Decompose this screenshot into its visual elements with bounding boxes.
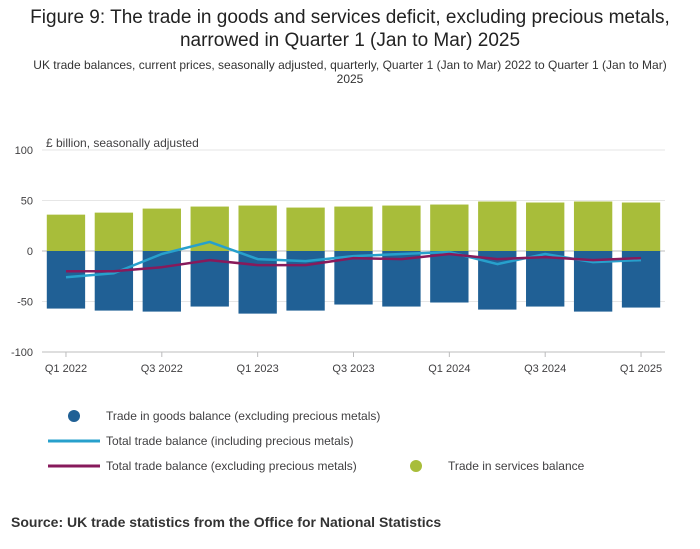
series-line <box>65 240 642 279</box>
bar <box>142 251 181 312</box>
series-line <box>66 252 642 273</box>
x-tick-label: Q1 2025 <box>620 363 662 375</box>
bar <box>526 251 565 307</box>
chart-subtitle: UK trade balances, current prices, seaso… <box>33 58 667 86</box>
x-tick-label: Q1 2024 <box>428 363 470 375</box>
bar <box>94 251 134 311</box>
x-tick-label: Q1 2023 <box>237 363 279 375</box>
bar <box>334 206 373 251</box>
bar <box>46 251 86 309</box>
bar <box>238 251 277 314</box>
x-axis-ticks: Q1 2022 Q3 2022 Q1 2023 Q3 2023 Q1 2024 Q3 20… <box>42 351 665 375</box>
legend: Trade in goods balance (excluding precio… <box>48 409 585 473</box>
y-axis-label: £ billion, seasonally adjusted <box>46 136 199 150</box>
bar <box>430 204 469 251</box>
bar <box>190 206 229 251</box>
bar <box>46 214 86 251</box>
x-tick-label: Q3 2024 <box>524 363 566 375</box>
y-tick-label: 0 <box>27 246 33 258</box>
series-lines <box>65 240 642 279</box>
legend-label: Trade in goods balance (excluding precio… <box>106 409 380 423</box>
x-tick-label: Q1 2022 <box>45 363 87 375</box>
x-tick-label: Q3 2022 <box>141 363 183 375</box>
legend-swatch <box>68 410 80 422</box>
bar <box>430 251 469 303</box>
bar <box>478 201 517 251</box>
bar <box>238 205 277 251</box>
bar <box>573 201 613 251</box>
y-tick-label: 100 <box>15 145 33 157</box>
source-note: Source: UK trade statistics from the Off… <box>11 514 442 530</box>
chart-title: Figure 9: The trade in goods and service… <box>30 7 670 51</box>
legend-label: Trade in services balance <box>448 459 585 473</box>
legend-swatch <box>410 460 422 472</box>
bar <box>286 207 325 251</box>
legend-label: Total trade balance (excluding precious … <box>106 459 357 473</box>
bar <box>94 212 134 251</box>
bar <box>142 208 181 251</box>
y-tick-label: -100 <box>11 347 33 359</box>
bar <box>621 202 661 251</box>
y-axis-ticks: 100 50 0 -50 -100 <box>11 145 33 359</box>
y-tick-label: -50 <box>17 297 33 309</box>
x-tick-label: Q3 2023 <box>332 363 374 375</box>
bar <box>382 205 421 251</box>
y-tick-label: 50 <box>21 196 33 208</box>
bar <box>526 202 565 251</box>
legend-label: Total trade balance (including precious … <box>106 434 353 448</box>
